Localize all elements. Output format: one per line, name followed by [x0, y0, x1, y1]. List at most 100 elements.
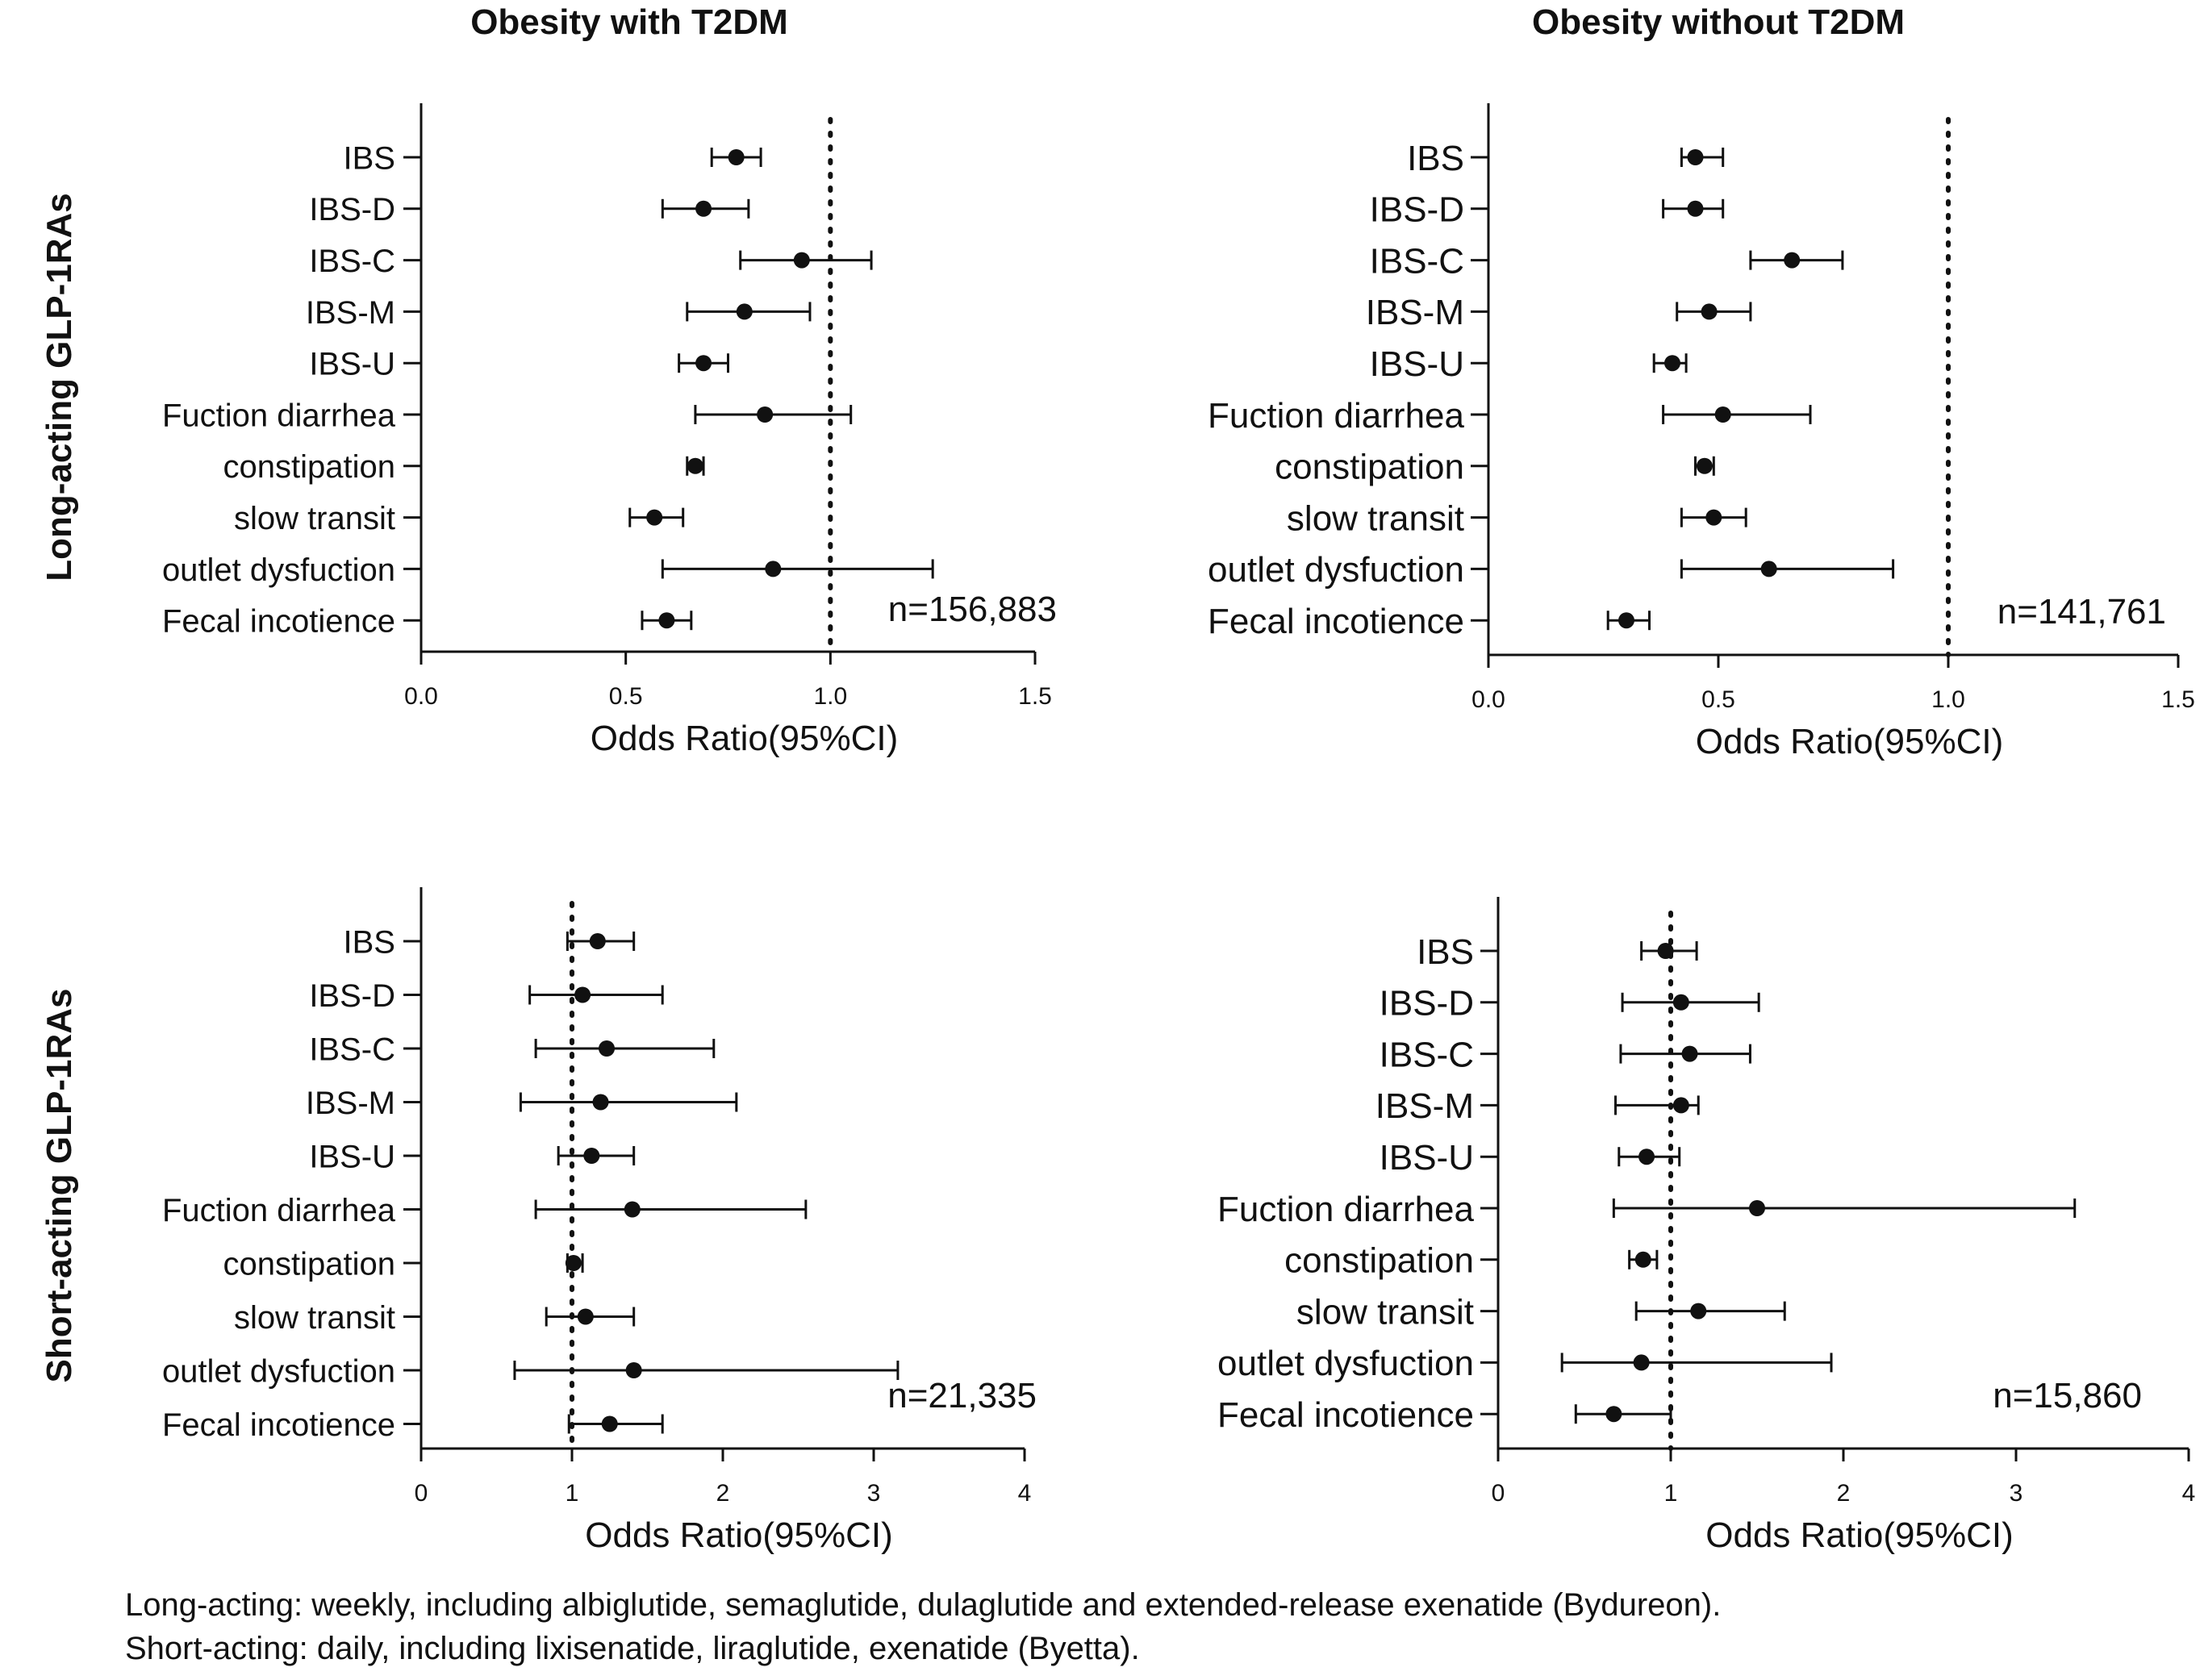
odds-ratio-point [765, 561, 782, 577]
odds-ratio-point [1633, 1354, 1650, 1371]
panel-long-without-t2dm: 0.0 0.5 1.0 1.5 Odds Ratio(95%CI) IBS IBS-D IBS… [1208, 103, 2195, 761]
x-tick-label: 3 [867, 1480, 881, 1507]
sample-size-annotation: n=156,883 [888, 590, 1057, 629]
x-tick-label: 1 [566, 1480, 579, 1507]
sample-size-annotation: n=141,761 [1997, 592, 2166, 632]
odds-ratio-point [793, 252, 810, 269]
odds-ratio-point [1618, 612, 1634, 629]
category-label: IBS-C [309, 244, 395, 279]
category-label: IBS-C [1380, 1035, 1474, 1074]
category-label: IBS-U [1370, 344, 1464, 384]
category-label: Fuction diarrhea [162, 398, 396, 433]
column-title-with-t2dm: Obesity with T2DM [470, 2, 788, 42]
odds-ratio-point [1784, 252, 1801, 269]
footnote-long-acting: Long-acting: weekly, including albigluti… [125, 1587, 1722, 1623]
odds-ratio-point [1672, 1097, 1689, 1114]
category-label: outlet dysfuction [162, 1353, 395, 1389]
category-label: IBS-C [309, 1032, 395, 1067]
category-label: Fuction diarrhea [1208, 396, 1464, 436]
odds-ratio-point [565, 1255, 582, 1271]
category-label: slow transit [1287, 498, 1464, 538]
odds-ratio-point [577, 1308, 594, 1325]
odds-ratio-point [1657, 943, 1674, 959]
odds-ratio-point [1690, 1303, 1707, 1319]
category-label: IBS-M [306, 1086, 395, 1121]
odds-ratio-point [625, 1362, 642, 1378]
category-label: IBS-D [1370, 190, 1464, 230]
category-label: constipation [223, 1246, 395, 1282]
column-title-without-t2dm: Obesity without T2DM [1532, 2, 1905, 42]
sample-size-annotation: n=15,860 [1993, 1376, 2142, 1415]
category-label: IBS-D [1380, 984, 1474, 1023]
x-tick-label: 0 [415, 1480, 428, 1507]
odds-ratio-point [592, 1094, 609, 1111]
odds-ratio-point [1605, 1406, 1622, 1423]
category-label: slow transit [234, 1300, 395, 1336]
odds-ratio-point [1687, 200, 1704, 217]
row-title-short-acting: Short-acting GLP-1RAs [40, 989, 79, 1383]
category-label: slow transit [234, 501, 395, 536]
odds-ratio-point [1714, 406, 1731, 423]
category-label: IBS [1417, 932, 1474, 972]
category-label: outlet dysfuction [162, 552, 395, 588]
odds-ratio-point [1687, 149, 1704, 165]
category-label: constipation [223, 449, 395, 485]
x-tick-label: 3 [2010, 1480, 2023, 1507]
panel-short-without-t2dm: 0 1 2 3 4 Odds Ratio(95%CI) IBS IBS-D IBS-C IBS-M… [1217, 897, 2195, 1555]
x-tick-label: 2 [1837, 1480, 1851, 1507]
x-axis-label: Odds Ratio(95%CI) [1705, 1515, 2013, 1555]
x-tick-label: 1.5 [1018, 683, 1052, 710]
category-label: IBS-D [309, 978, 395, 1014]
odds-ratio-point [695, 200, 712, 217]
odds-ratio-point [658, 612, 675, 629]
category-label: IBS-M [306, 295, 395, 331]
category-label: IBS-U [1380, 1138, 1474, 1178]
odds-ratio-point [1749, 1200, 1765, 1216]
panel-short-with-t2dm: 0 1 2 3 4 Odds Ratio(95%CI) IBS IBS-D IBS-C IBS-M… [162, 887, 1037, 1555]
x-tick-label: 4 [2182, 1480, 2196, 1507]
footnote-short-acting: Short-acting: daily, including lixisenat… [125, 1631, 1140, 1666]
x-axis-label: Odds Ratio(95%CI) [585, 1515, 892, 1555]
x-tick-label: 0.0 [404, 683, 438, 710]
odds-ratio-point [728, 149, 745, 165]
x-tick-label: 1.5 [2161, 686, 2195, 713]
category-label: IBS-M [1366, 293, 1464, 332]
panel-long-with-t2dm: 0.0 0.5 1.0 1.5 Odds Ratio(95%CI) IBS IBS-D IBS… [162, 103, 1057, 758]
odds-ratio-point [757, 406, 774, 423]
category-label: Fuction diarrhea [1217, 1190, 1474, 1229]
x-tick-label: 1.0 [1931, 686, 1965, 713]
category-label: Fecal incotience [162, 604, 395, 640]
category-label: IBS-C [1370, 241, 1464, 281]
x-axis-label: Odds Ratio(95%CI) [591, 719, 898, 758]
x-axis-label: Odds Ratio(95%CI) [1696, 722, 2003, 761]
odds-ratio-point [646, 509, 663, 526]
odds-ratio-point [589, 933, 606, 949]
category-label: constipation [1284, 1241, 1474, 1281]
odds-ratio-point [1760, 561, 1777, 577]
category-label: Fecal incotience [1208, 602, 1464, 641]
x-tick-label: 0.5 [609, 683, 643, 710]
odds-ratio-point [1672, 994, 1689, 1011]
odds-ratio-point [1634, 1251, 1651, 1268]
panels: 0.0 0.5 1.0 1.5 Odds Ratio(95%CI) IBS IBS-D IBS… [162, 103, 2195, 1555]
category-label: IBS [344, 924, 395, 960]
x-tick-label: 0 [1492, 1480, 1505, 1507]
odds-ratio-point [1664, 355, 1680, 372]
category-label: slow transit [1296, 1292, 1474, 1332]
odds-ratio-point [736, 303, 753, 320]
category-label: IBS [344, 140, 395, 176]
odds-ratio-point [574, 986, 591, 1003]
category-label: IBS-M [1375, 1086, 1474, 1126]
odds-ratio-point [687, 457, 703, 474]
category-label: IBS [1407, 139, 1464, 178]
odds-ratio-point [624, 1201, 641, 1218]
x-tick-label: 2 [716, 1480, 730, 1507]
odds-ratio-point [601, 1415, 618, 1432]
category-label: Fecal incotience [162, 1407, 395, 1443]
category-label: IBS-D [309, 192, 395, 227]
odds-ratio-point [583, 1148, 600, 1164]
category-label: Fecal incotience [1217, 1395, 1474, 1435]
category-label: outlet dysfuction [1217, 1344, 1474, 1383]
x-tick-label: 1 [1664, 1480, 1678, 1507]
